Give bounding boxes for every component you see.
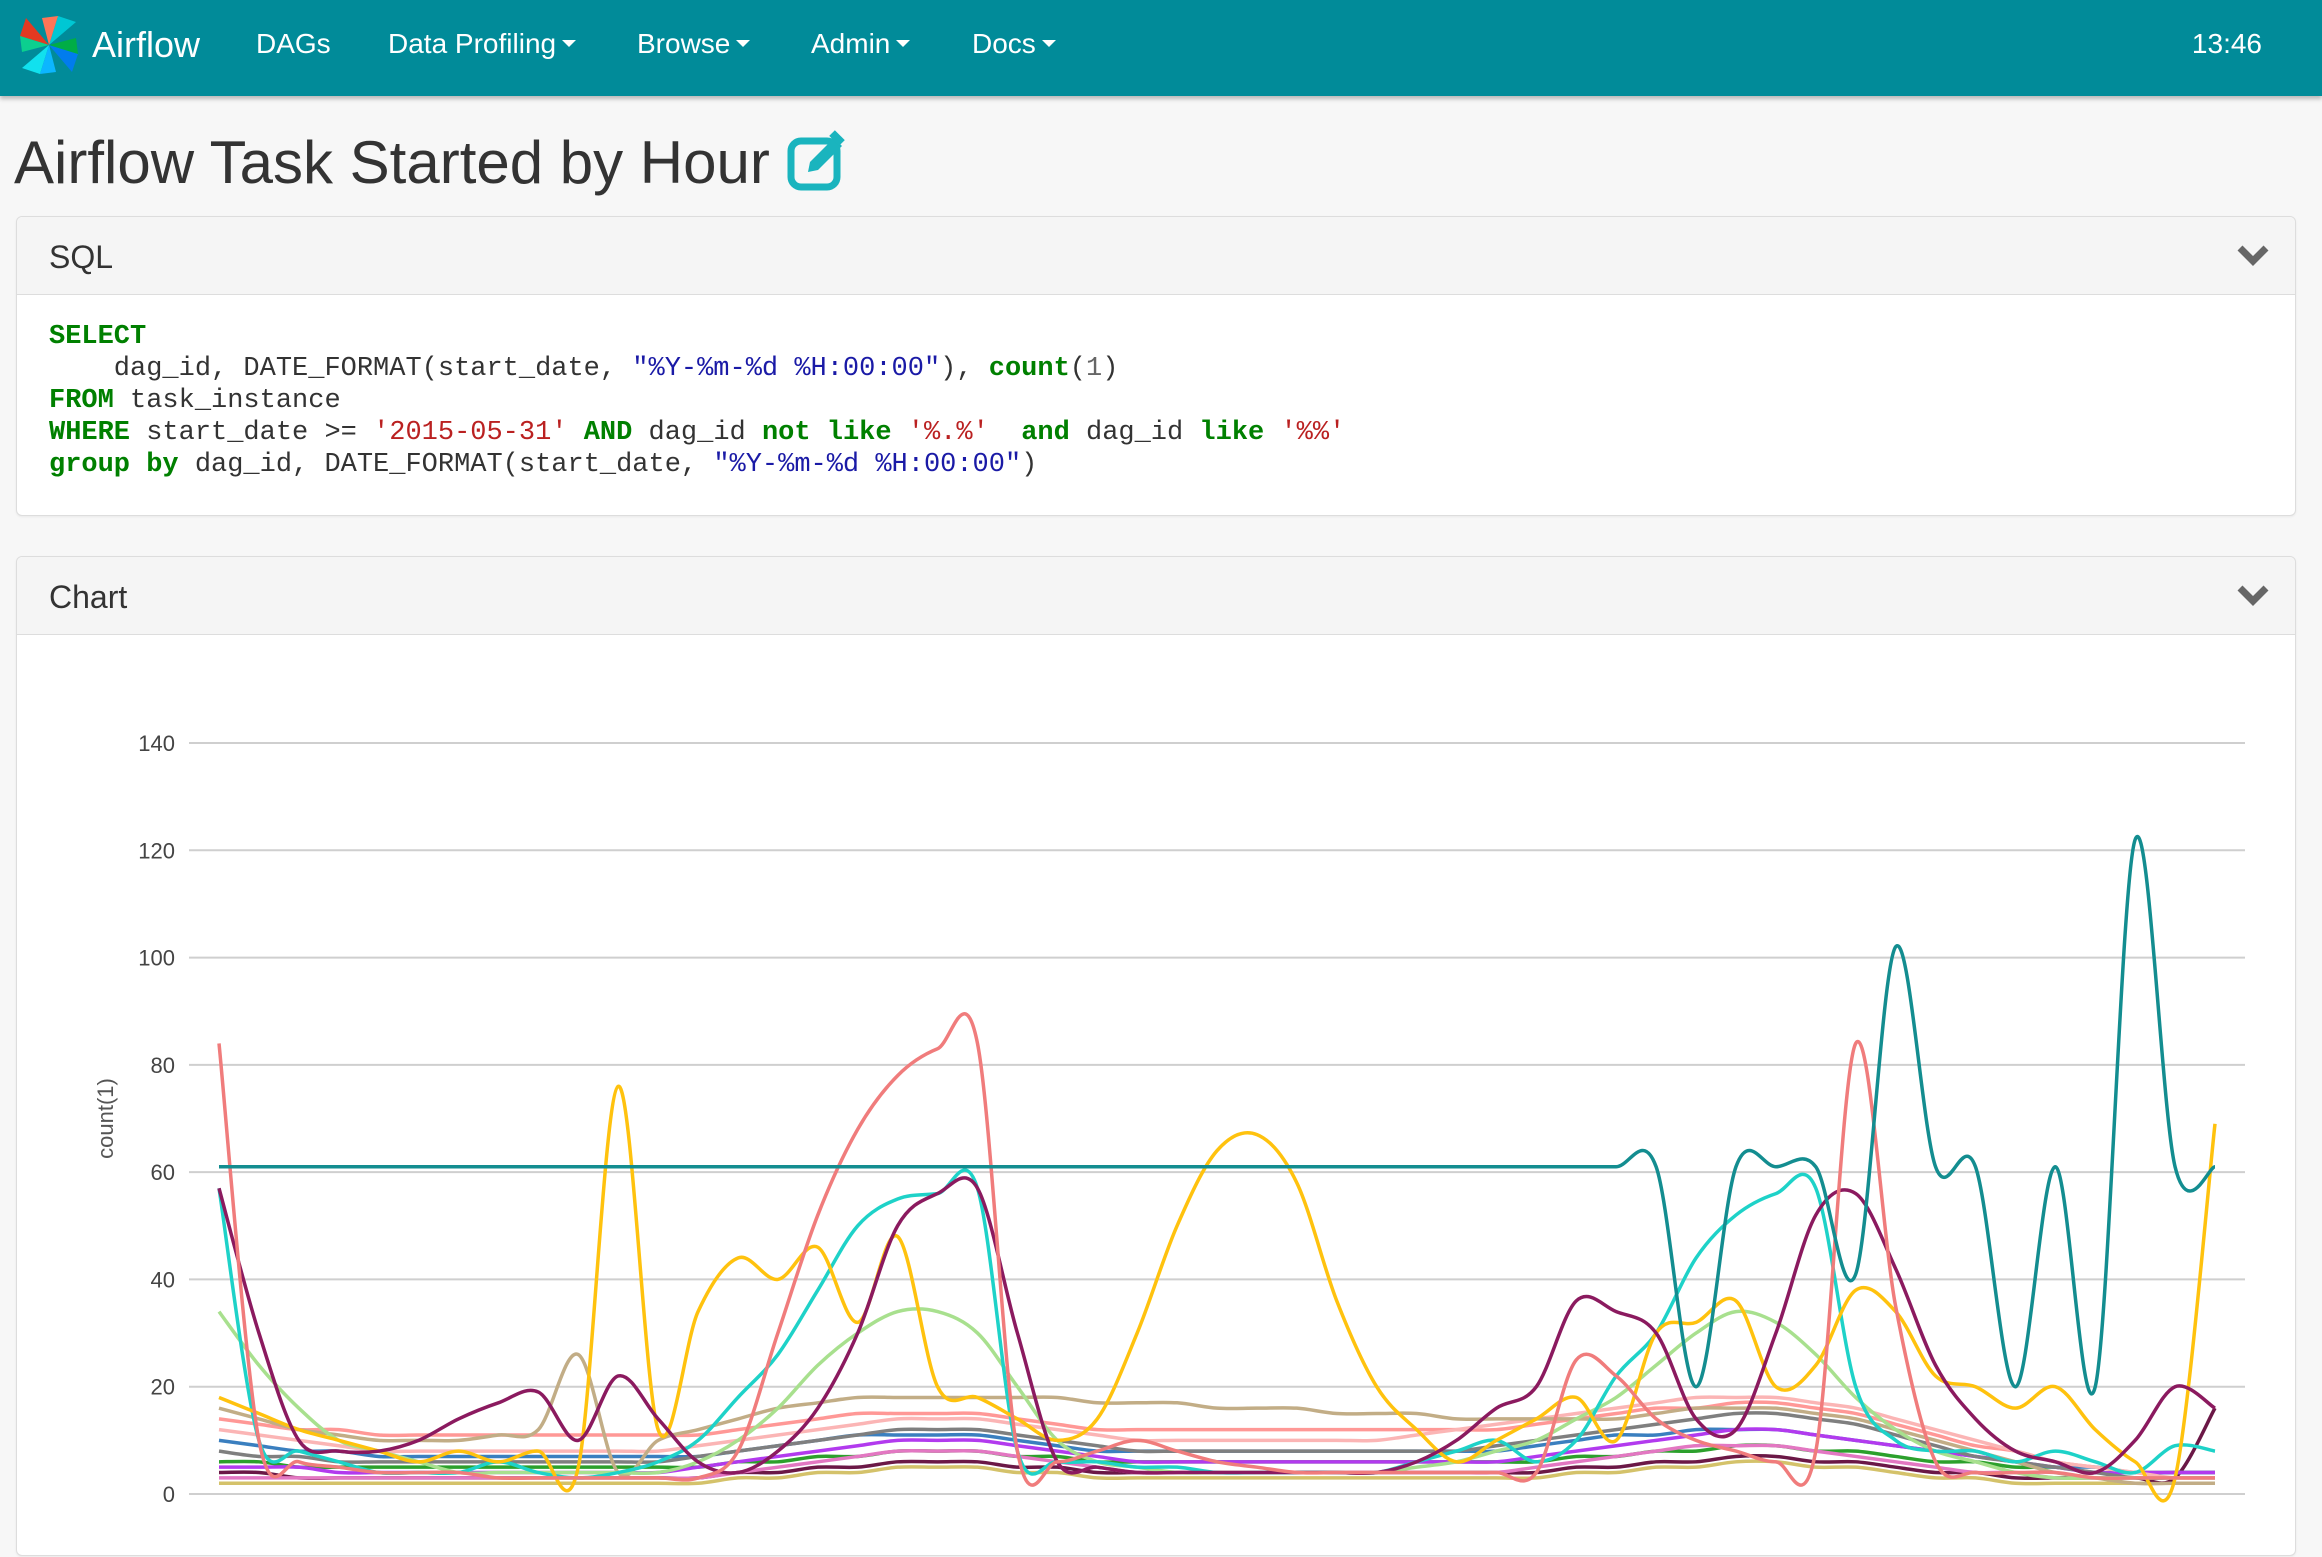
nav-browse-label: Browse <box>637 28 731 59</box>
sql-line-1: SELECT <box>49 322 147 352</box>
sql-body: SELECT dag_id, DATE_FORMAT(start_date, "… <box>17 321 2295 481</box>
y-tick-label: 40 <box>151 1267 175 1292</box>
chevron-down-icon[interactable] <box>2235 577 2271 613</box>
sql-line-2: dag_id, DATE_FORMAT(start_date, "%Y-%m-%… <box>49 354 1119 384</box>
caret-down-icon <box>896 40 911 48</box>
edit-icon[interactable] <box>786 130 850 194</box>
sql-line-5: group by dag_id, DATE_FORMAT(start_date,… <box>49 450 1038 480</box>
series-line[interactable] <box>218 1395 2216 1481</box>
sql-line-4: WHERE start_date >= '2015-05-31' AND dag… <box>49 418 1346 448</box>
y-tick-label: 140 <box>138 731 175 756</box>
series-line[interactable] <box>219 834 2216 1396</box>
y-tick-label: 0 <box>163 1482 175 1507</box>
chart-panel: Chart 0 20 40 60 80 100 120 140 count(1) <box>16 556 2296 1556</box>
nav-dags[interactable]: DAGs <box>256 24 331 64</box>
nav-browse[interactable]: Browse <box>637 24 751 64</box>
nav-data-profiling-label: Data Profiling <box>388 28 557 59</box>
nav-dags-label: DAGs <box>256 28 331 59</box>
clock: 13:46 <box>2191 28 2262 59</box>
y-tick-label: 60 <box>151 1160 175 1185</box>
sql-panel-heading[interactable]: SQL <box>17 217 2295 295</box>
nav-docs[interactable]: Docs <box>972 24 1056 64</box>
series-line[interactable] <box>219 1459 2215 1486</box>
y-tick-label: 80 <box>151 1053 175 1078</box>
brand-name: Airflow <box>92 24 201 65</box>
y-tick-label: 120 <box>138 838 175 863</box>
series-line[interactable] <box>217 1012 2215 1487</box>
caret-down-icon <box>1041 40 1056 48</box>
top-navbar: Airflow DAGs Data Profiling Browse Admin… <box>0 0 2322 96</box>
y-axis-label: count(1) <box>93 1078 118 1159</box>
page-title: Airflow Task Started by Hour <box>14 128 770 196</box>
sql-panel: SQL SELECT dag_id, DATE_FORMAT(start_dat… <box>16 216 2296 516</box>
nav-admin[interactable]: Admin <box>811 24 911 64</box>
brand-link[interactable]: Airflow <box>18 12 200 78</box>
page-title-row: Airflow Task Started by Hour <box>14 122 850 202</box>
nav-docs-label: Docs <box>972 28 1036 59</box>
nav-admin-label: Admin <box>811 28 891 59</box>
y-tick-label: 100 <box>138 946 175 971</box>
line-chart: 0 20 40 60 80 100 120 140 count(1) <box>93 731 2245 1507</box>
nav-data-profiling[interactable]: Data Profiling <box>388 24 577 64</box>
series-line[interactable] <box>217 1168 2216 1480</box>
airflow-logo-icon <box>20 16 78 74</box>
caret-down-icon <box>736 40 751 48</box>
series-line[interactable] <box>217 1176 2216 1476</box>
chevron-down-icon[interactable] <box>2235 237 2271 273</box>
caret-down-icon <box>562 40 577 48</box>
y-tick-label: 20 <box>151 1375 175 1400</box>
sql-code: SELECT dag_id, DATE_FORMAT(start_date, "… <box>49 321 2263 481</box>
chart-panel-title: Chart <box>49 579 128 615</box>
sql-panel-title: SQL <box>49 239 114 275</box>
sql-line-3: FROM task_instance <box>49 386 341 416</box>
chart-panel-heading[interactable]: Chart <box>17 557 2295 635</box>
